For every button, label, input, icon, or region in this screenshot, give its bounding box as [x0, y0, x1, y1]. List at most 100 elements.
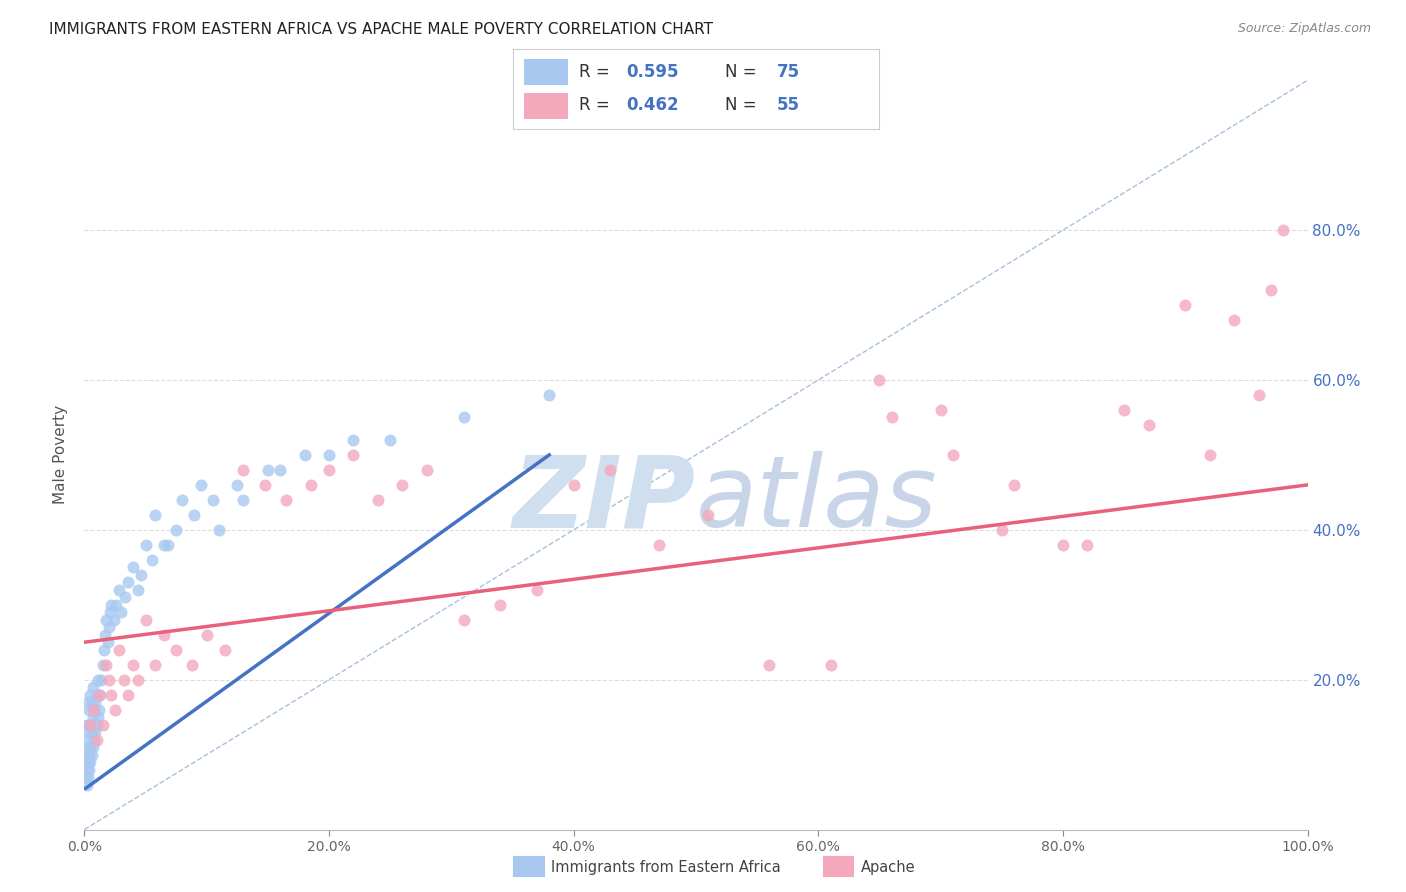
Point	[538, 388, 561, 402]
Text: 0.595: 0.595	[627, 62, 679, 80]
Point	[117, 688, 139, 702]
Point	[93, 642, 115, 657]
Point	[79, 717, 101, 731]
Point	[80, 747, 103, 762]
Point	[77, 747, 100, 762]
Point	[232, 463, 254, 477]
Point	[318, 463, 340, 477]
Point	[416, 463, 439, 477]
Point	[86, 717, 108, 731]
Point	[98, 605, 121, 619]
Point	[143, 508, 166, 522]
Point	[929, 403, 952, 417]
Point	[257, 463, 280, 477]
Point	[135, 538, 157, 552]
Point	[77, 763, 100, 777]
Point	[1223, 313, 1246, 327]
Text: R =: R =	[579, 96, 614, 114]
Point	[127, 673, 149, 687]
Point	[869, 373, 891, 387]
Point	[820, 657, 842, 672]
Point	[91, 657, 114, 672]
Text: IMMIGRANTS FROM EASTERN AFRICA VS APACHE MALE POVERTY CORRELATION CHART: IMMIGRANTS FROM EASTERN AFRICA VS APACHE…	[49, 22, 713, 37]
Point	[97, 635, 120, 649]
Point	[453, 613, 475, 627]
Text: Source: ZipAtlas.com: Source: ZipAtlas.com	[1237, 22, 1371, 36]
Point	[100, 598, 122, 612]
Point	[77, 703, 100, 717]
Point	[79, 740, 101, 755]
Point	[153, 628, 176, 642]
Text: Apache: Apache	[860, 861, 915, 875]
Text: N =: N =	[725, 62, 762, 80]
Point	[254, 478, 277, 492]
Point	[75, 755, 97, 769]
Point	[96, 657, 118, 672]
Point	[114, 591, 136, 605]
Point	[77, 755, 100, 769]
Point	[87, 673, 110, 687]
Y-axis label: Male Poverty: Male Poverty	[53, 405, 69, 505]
Point	[77, 740, 100, 755]
Point	[91, 717, 114, 731]
Point	[129, 567, 152, 582]
Point	[82, 703, 104, 717]
Point	[112, 673, 135, 687]
Point	[195, 628, 218, 642]
Point	[82, 740, 104, 755]
FancyBboxPatch shape	[524, 60, 568, 86]
Point	[76, 763, 98, 777]
Point	[107, 582, 129, 597]
Point	[76, 747, 98, 762]
Point	[117, 575, 139, 590]
Text: R =: R =	[579, 62, 614, 80]
Text: 55: 55	[776, 96, 800, 114]
Point	[84, 695, 107, 709]
Point	[79, 755, 101, 769]
Point	[156, 538, 179, 552]
Point	[79, 688, 101, 702]
Point	[87, 703, 110, 717]
Point	[100, 688, 122, 702]
Point	[201, 492, 224, 507]
Point	[84, 725, 107, 739]
Point	[79, 717, 101, 731]
Point	[880, 410, 903, 425]
Point	[367, 492, 389, 507]
Point	[489, 598, 512, 612]
Point	[122, 657, 145, 672]
Point	[214, 642, 236, 657]
Point	[342, 433, 364, 447]
Point	[599, 463, 621, 477]
Point	[1174, 298, 1197, 312]
Point	[1002, 478, 1025, 492]
Point	[110, 605, 132, 619]
Point	[183, 508, 205, 522]
Point	[87, 688, 110, 702]
Point	[77, 717, 100, 731]
Point	[165, 523, 187, 537]
Point	[86, 732, 108, 747]
Point	[391, 478, 413, 492]
Text: Immigrants from Eastern Africa: Immigrants from Eastern Africa	[551, 861, 780, 875]
Point	[122, 560, 145, 574]
Point	[942, 448, 965, 462]
Text: atlas: atlas	[696, 451, 938, 549]
Point	[90, 673, 112, 687]
Point	[96, 613, 118, 627]
Point	[562, 478, 585, 492]
Point	[86, 688, 108, 702]
Point	[1272, 223, 1295, 237]
Point	[94, 628, 117, 642]
Text: ZIP: ZIP	[513, 451, 696, 549]
Point	[294, 448, 316, 462]
Point	[87, 710, 110, 724]
Point	[758, 657, 780, 672]
Point	[697, 508, 720, 522]
Point	[342, 448, 364, 462]
Point	[276, 492, 298, 507]
Point	[135, 613, 157, 627]
Point	[89, 688, 111, 702]
Point	[82, 710, 104, 724]
Point	[80, 695, 103, 709]
